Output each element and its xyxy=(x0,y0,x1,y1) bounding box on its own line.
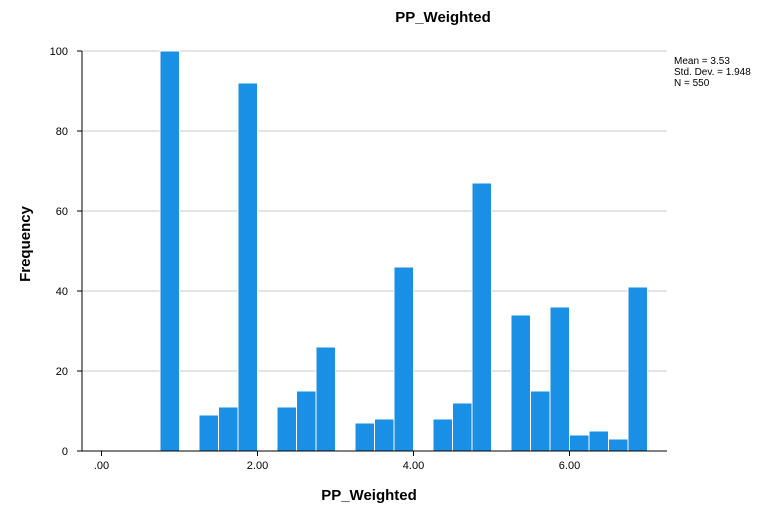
bars xyxy=(159,50,648,452)
histogram-bar xyxy=(218,406,239,452)
stats-box: Mean = 3.53 Std. Dev. = 1.948 N = 550 xyxy=(674,56,751,89)
histogram-bar xyxy=(315,346,336,452)
histogram-bar xyxy=(198,414,219,452)
histogram-bar xyxy=(159,50,180,452)
x-axis-ticks: .00 2.00 4.00 6.00 xyxy=(94,451,580,472)
stats-n: N = 550 xyxy=(674,78,710,89)
histogram-bar xyxy=(549,306,570,452)
histogram-bar xyxy=(393,266,414,452)
x-tick-label: .00 xyxy=(94,460,109,472)
x-axis-label: PP_Weighted xyxy=(321,487,417,504)
histogram-bar xyxy=(608,438,629,452)
histogram-bar xyxy=(530,390,551,452)
histogram-bar xyxy=(296,390,317,452)
y-axis-label: Frequency xyxy=(17,205,34,282)
histogram-bar xyxy=(374,418,395,452)
y-tick-label: 20 xyxy=(56,366,68,378)
histogram-bar xyxy=(354,422,375,452)
histogram-bar xyxy=(452,402,473,452)
histogram-bar xyxy=(627,286,648,452)
chart-title: PP_Weighted xyxy=(395,9,491,26)
histogram-bar xyxy=(432,418,453,452)
y-tick-label: 80 xyxy=(56,126,68,138)
y-tick-label: 60 xyxy=(56,206,68,218)
y-tick-label: 40 xyxy=(56,286,68,298)
stats-mean: Mean = 3.53 xyxy=(674,56,730,67)
stats-std-dev: Std. Dev. = 1.948 xyxy=(674,67,751,78)
x-tick-label: 6.00 xyxy=(559,460,580,472)
histogram-bar xyxy=(276,406,297,452)
y-tick-label: 0 xyxy=(62,446,68,458)
histogram-bar xyxy=(471,182,492,452)
x-tick-label: 2.00 xyxy=(247,460,268,472)
x-tick-label: 4.00 xyxy=(403,460,424,472)
histogram-bar xyxy=(510,314,531,452)
y-tick-label: 100 xyxy=(50,46,68,58)
y-axis-ticks: 0 20 40 60 80 100 xyxy=(50,46,82,458)
histogram-bar xyxy=(569,434,590,452)
histogram-bar xyxy=(588,430,609,452)
histogram-bar xyxy=(237,82,258,452)
